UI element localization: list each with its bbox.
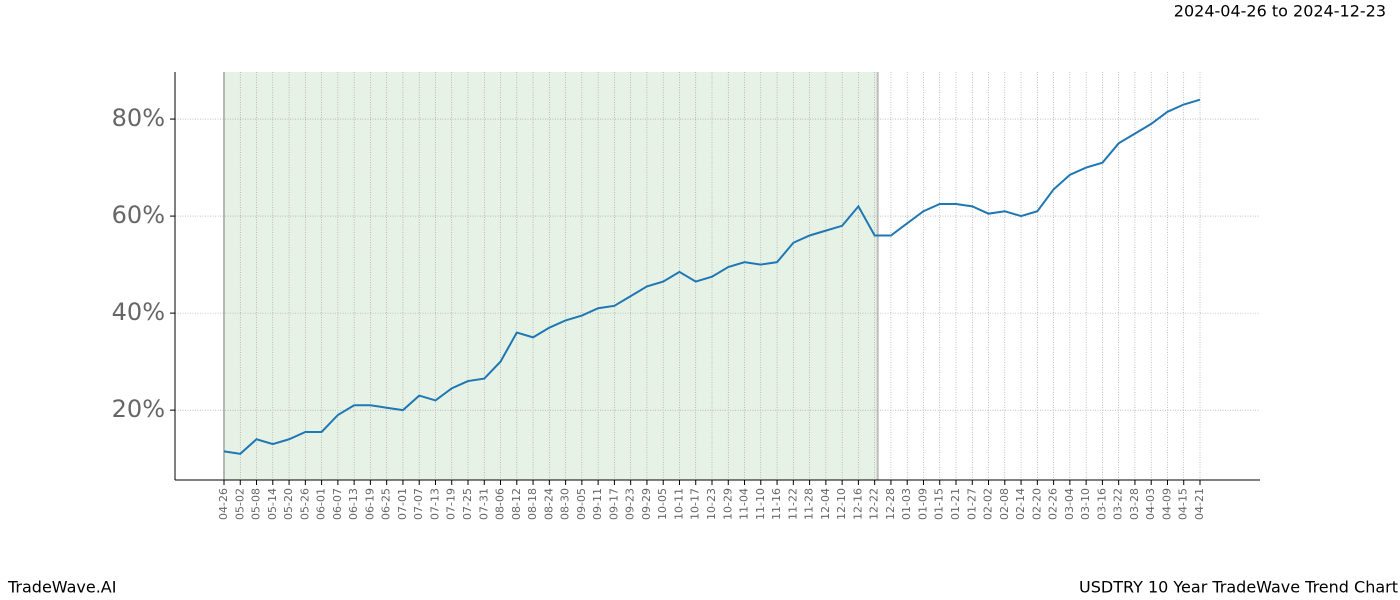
x-tick-label: 03-10 [1079,488,1092,520]
x-tick-label: 10-05 [656,488,669,520]
x-tick-label: 12-10 [835,488,848,520]
x-tick-label: 01-27 [965,488,978,520]
x-tick-label: 08-30 [559,488,572,520]
x-tick-label: 12-16 [851,488,864,520]
x-tick-label: 05-26 [298,488,311,520]
x-tick-label: 04-03 [1144,488,1157,520]
x-tick-label: 01-21 [949,488,962,520]
x-tick-label: 11-10 [754,488,767,520]
x-tick-label: 12-04 [819,488,832,520]
x-tick-label: 03-22 [1112,488,1125,520]
x-tick-label: 05-08 [250,488,263,520]
x-tick-label: 06-13 [347,488,360,520]
x-tick-label: 08-06 [494,488,507,520]
x-tick-label: 09-23 [624,488,637,520]
x-tick-label: 01-15 [933,488,946,520]
x-tick-label: 04-09 [1160,488,1173,520]
x-tick-label: 09-17 [607,488,620,520]
x-tick-label: 02-20 [1030,488,1043,520]
y-tick-label: 20% [112,395,165,423]
x-tick-label: 07-07 [412,488,425,520]
x-tick-label: 11-04 [738,488,751,520]
x-tick-label: 07-25 [461,488,474,520]
x-tick-label: 10-17 [689,488,702,520]
x-tick-label: 10-11 [672,488,685,520]
x-tick-label: 02-02 [982,488,995,520]
x-tick-label: 08-24 [542,488,555,520]
x-tick-label: 04-26 [217,488,230,520]
x-tick-label: 04-15 [1177,488,1190,520]
x-tick-label: 02-08 [998,488,1011,520]
y-tick-label: 80% [112,104,165,132]
x-tick-label: 07-19 [445,488,458,520]
x-tick-label: 01-09 [916,488,929,520]
x-tick-label: 09-29 [640,488,653,520]
x-tick-label: 05-02 [233,488,246,520]
x-tick-label: 02-26 [1047,488,1060,520]
x-tick-label: 07-13 [428,488,441,520]
highlight-region [224,72,878,480]
x-tick-label: 12-28 [884,488,897,520]
x-tick-label: 09-05 [575,488,588,520]
x-tick-label: 12-22 [868,488,881,520]
x-tick-label: 07-01 [396,488,409,520]
x-tick-label: 03-28 [1128,488,1141,520]
x-tick-label: 05-20 [282,488,295,520]
x-tick-label: 11-22 [786,488,799,520]
x-tick-label: 05-14 [266,488,279,520]
y-tick-label: 60% [112,201,165,229]
chart-title: USDTRY 10 Year TradeWave Trend Chart [1079,578,1398,597]
x-tick-label: 01-03 [900,488,913,520]
brand: TradeWave.AI [7,578,116,597]
x-tick-label: 08-12 [510,488,523,520]
x-tick-label: 11-28 [803,488,816,520]
chart-subtitle: 2024-04-26 to 2024-12-23 [1174,2,1386,21]
x-tick-label: 09-11 [591,488,604,520]
x-tick-label: 04-21 [1193,488,1206,520]
x-tick-label: 10-23 [705,488,718,520]
x-tick-label: 02-14 [1014,488,1027,520]
x-tick-label: 06-01 [315,488,328,520]
y-tick-label: 40% [112,298,165,326]
x-tick-label: 06-07 [331,488,344,520]
x-tick-label: 11-16 [770,488,783,520]
x-tick-label: 10-29 [721,488,734,520]
data-line [223,98,1201,455]
x-tick-label: 03-16 [1095,488,1108,520]
x-tick-label: 08-18 [526,488,539,520]
x-tick-label: 03-04 [1063,488,1076,520]
x-tick-label: 06-25 [380,488,393,520]
x-tick-label: 07-31 [477,488,490,520]
x-tick-label: 06-19 [363,488,376,520]
